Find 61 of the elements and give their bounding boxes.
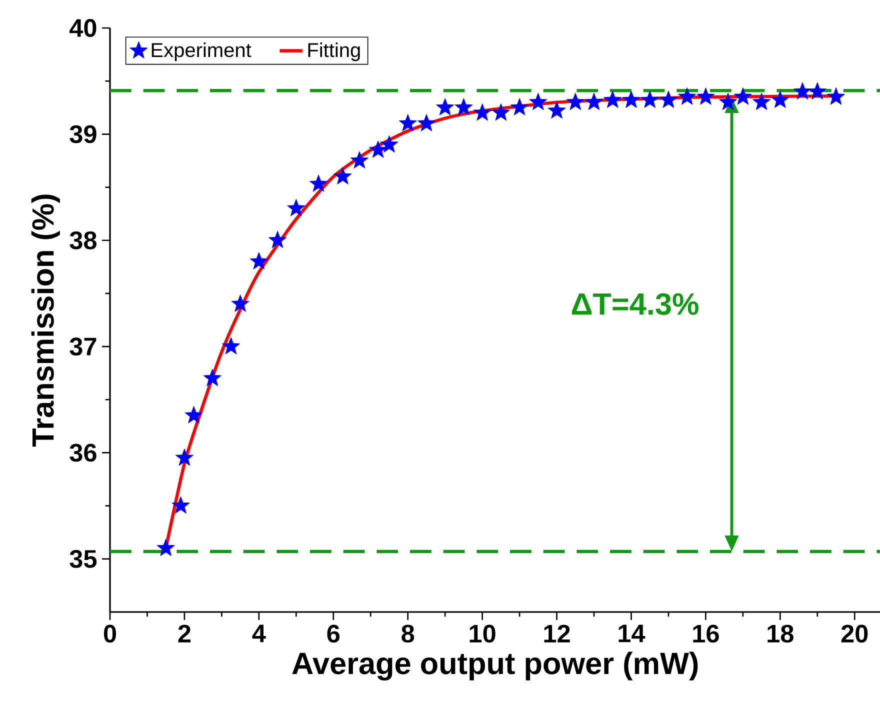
x-tick-label: 0 xyxy=(104,624,116,643)
x-tick-label: 2 xyxy=(178,624,190,642)
point xyxy=(492,103,510,121)
x-tick-label: 10 xyxy=(470,624,496,643)
point xyxy=(678,87,696,105)
point xyxy=(752,92,771,110)
x-tick-label: 8 xyxy=(402,624,414,643)
point xyxy=(548,101,566,119)
y-tick-label: 40 xyxy=(69,19,96,37)
y-tick-label: 37 xyxy=(70,338,96,356)
point xyxy=(309,174,328,192)
point xyxy=(793,82,812,100)
x-tick-label: 18 xyxy=(768,624,794,643)
x-tick-label: 16 xyxy=(693,624,719,643)
point xyxy=(175,448,194,466)
y-tick-label: 36 xyxy=(70,444,96,462)
annotation: ΔT=4.3% xyxy=(572,293,698,315)
point xyxy=(268,230,287,248)
y-tick-label: 35 xyxy=(70,550,97,568)
point xyxy=(622,90,640,108)
point xyxy=(184,406,203,424)
point xyxy=(172,496,190,514)
point xyxy=(250,252,268,270)
point xyxy=(473,103,492,121)
y-tick-label: 38 xyxy=(70,231,96,250)
x-tick-label: 14 xyxy=(618,624,646,642)
point xyxy=(808,82,826,100)
point xyxy=(287,198,306,216)
point xyxy=(640,90,659,108)
point xyxy=(454,98,473,116)
point xyxy=(696,87,715,105)
point xyxy=(334,167,352,184)
point xyxy=(659,90,678,108)
x-tick-label: 6 xyxy=(327,624,340,643)
point xyxy=(604,90,622,108)
point xyxy=(584,92,604,110)
point xyxy=(222,337,240,354)
point xyxy=(529,92,548,110)
y-tick-label: 39 xyxy=(70,125,96,144)
point xyxy=(826,87,846,105)
point xyxy=(380,135,398,153)
point xyxy=(350,151,369,168)
x-tick-label: 12 xyxy=(544,624,570,642)
x-axis-title: Average output power (mW) xyxy=(292,652,698,681)
point xyxy=(368,140,388,158)
point xyxy=(417,114,436,132)
point xyxy=(771,90,790,108)
x-tick-label: 20 xyxy=(841,624,868,643)
legend-label: Experiment xyxy=(152,42,252,62)
y-axis-title: Transmission (%) xyxy=(31,194,60,447)
point xyxy=(436,98,454,116)
point xyxy=(718,92,738,110)
point xyxy=(734,87,752,105)
legend-label: Fitting xyxy=(308,42,360,62)
x-tick-label: 4 xyxy=(252,624,266,642)
point xyxy=(566,92,584,110)
point xyxy=(231,294,250,312)
point xyxy=(203,368,222,386)
point xyxy=(510,98,529,116)
point xyxy=(156,538,175,556)
point xyxy=(398,114,417,132)
